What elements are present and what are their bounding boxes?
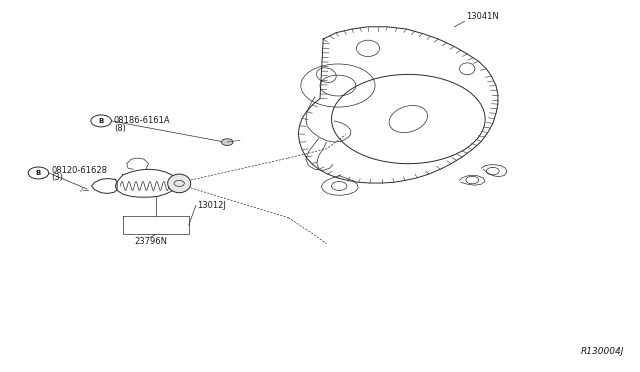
Text: 13041N: 13041N	[466, 12, 499, 21]
Text: B: B	[36, 170, 41, 176]
Text: 13012J: 13012J	[197, 201, 226, 210]
Ellipse shape	[168, 174, 191, 193]
Text: R130004J: R130004J	[580, 347, 624, 356]
Circle shape	[221, 139, 233, 145]
Text: 23796N: 23796N	[134, 237, 167, 246]
Text: 08186-6161A: 08186-6161A	[114, 116, 170, 125]
Text: B: B	[99, 118, 104, 124]
Text: (8): (8)	[114, 124, 126, 133]
Text: (3): (3)	[51, 173, 63, 182]
Text: 08120-61628: 08120-61628	[51, 166, 108, 175]
